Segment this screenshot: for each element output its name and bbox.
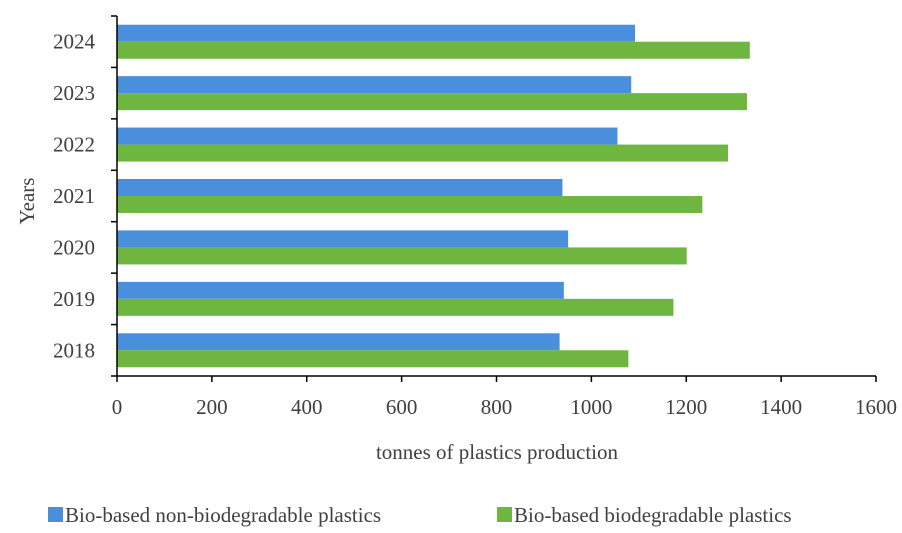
- x-tick-label: 1600: [855, 395, 897, 419]
- x-tick-label: 1200: [665, 395, 707, 419]
- legend-swatch: [48, 507, 63, 522]
- y-axis-title: Years: [15, 178, 39, 225]
- x-tick-label: 0: [112, 395, 123, 419]
- bar-2021-series-1: [117, 179, 563, 196]
- y-tick-label: 2020: [53, 235, 95, 259]
- bar-2019-series-2: [117, 298, 674, 316]
- bar-2024-series-2: [117, 41, 750, 59]
- bar-2022-series-2: [117, 144, 728, 162]
- x-tick-label: 400: [291, 395, 323, 419]
- bar-2021-series-2: [117, 196, 703, 213]
- y-tick-label: 2019: [53, 287, 95, 311]
- bar-2019-series-1: [117, 281, 564, 299]
- y-tick-label: 2023: [53, 81, 95, 105]
- x-tick-label: 600: [386, 395, 418, 419]
- x-tick-label: 1400: [760, 395, 802, 419]
- x-tick-label: 800: [481, 395, 513, 419]
- bar-2023-series-2: [117, 93, 747, 111]
- y-tick-label: 2021: [53, 184, 95, 208]
- labels-layer: 2018 2019 2020 2021 2022 2023 2024 0 200 400 600 80…: [53, 30, 897, 419]
- bar-2018-series-2: [117, 350, 629, 368]
- axes-layer: [111, 15, 877, 382]
- bar-2020-series-2: [117, 247, 687, 265]
- bar-2018-series-1: [117, 333, 560, 351]
- bar-2024-series-1: [117, 24, 636, 42]
- y-tick-label: 2018: [53, 338, 95, 362]
- bar-2023-series-1: [117, 76, 632, 94]
- legend: Bio-based non-biodegradable plastics Bio-…: [48, 503, 792, 527]
- bar-2020-series-1: [117, 230, 569, 248]
- y-tick-label: 2022: [53, 133, 95, 157]
- y-tick-label: 2024: [53, 30, 96, 54]
- bars-layer: [117, 24, 750, 368]
- bar-2022-series-1: [117, 127, 618, 145]
- x-tick-label: 200: [196, 395, 228, 419]
- legend-label: Bio-based non-biodegradable plastics: [65, 503, 381, 527]
- x-axis-title: tonnes of plastics production: [376, 440, 619, 464]
- legend-swatch: [497, 507, 512, 522]
- legend-label: Bio-based biodegradable plastics: [514, 503, 792, 527]
- x-tick-label: 1000: [570, 395, 612, 419]
